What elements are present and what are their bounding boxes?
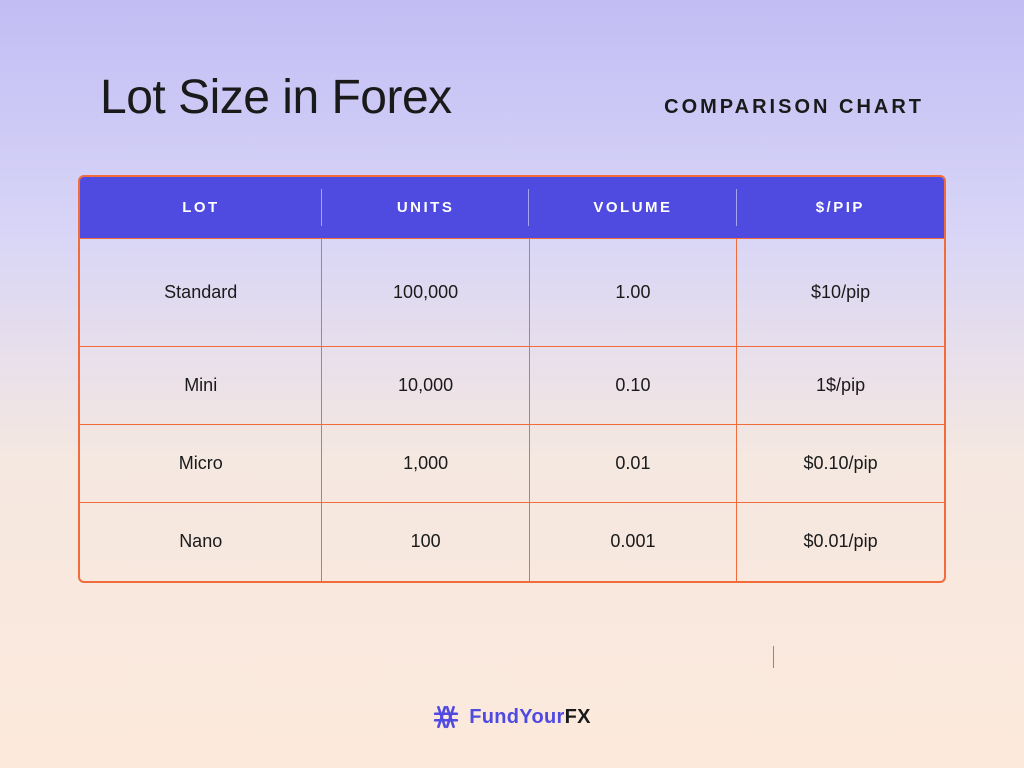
cell-lot: Micro xyxy=(80,425,322,503)
cell-pip: $0.10/pip xyxy=(737,425,944,503)
comparison-table: LOT UNITS VOLUME $/PIP Standard 100,000 … xyxy=(80,177,944,581)
page-subtitle: COMPARISON CHART xyxy=(664,96,924,119)
cell-units: 10,000 xyxy=(322,347,529,425)
cell-pip: 1$/pip xyxy=(737,347,944,425)
page-title: Lot Size in Forex xyxy=(100,70,452,125)
cell-units: 1,000 xyxy=(322,425,529,503)
col-header-units: UNITS xyxy=(322,177,529,239)
table-row: Micro 1,000 0.01 $0.10/pip xyxy=(80,425,944,503)
table-header-row: LOT UNITS VOLUME $/PIP xyxy=(80,177,944,239)
brand-word-primary: FundYour xyxy=(469,706,564,728)
comparison-table-container: LOT UNITS VOLUME $/PIP Standard 100,000 … xyxy=(78,175,946,583)
cell-lot: Standard xyxy=(80,239,322,347)
cell-pip: $10/pip xyxy=(737,239,944,347)
cell-volume: 0.10 xyxy=(529,347,736,425)
table-row: Standard 100,000 1.00 $10/pip xyxy=(80,239,944,347)
table-row: Mini 10,000 0.10 1$/pip xyxy=(80,347,944,425)
brand-logo: FundYourFX xyxy=(0,704,1024,730)
cell-lot: Nano xyxy=(80,503,322,581)
header-row: Lot Size in Forex COMPARISON CHART xyxy=(0,0,1024,125)
cell-units: 100 xyxy=(322,503,529,581)
col-header-volume: VOLUME xyxy=(529,177,736,239)
brand-wordmark: FundYourFX xyxy=(469,706,591,729)
hash-mark-icon xyxy=(433,704,459,730)
cell-pip: $0.01/pip xyxy=(737,503,944,581)
col-header-lot: LOT xyxy=(80,177,322,239)
table-row: Nano 100 0.001 $0.01/pip xyxy=(80,503,944,581)
cell-volume: 1.00 xyxy=(529,239,736,347)
col-header-pip: $/PIP xyxy=(737,177,944,239)
cell-volume: 0.001 xyxy=(529,503,736,581)
stray-tick-mark xyxy=(773,646,774,668)
brand-word-secondary: FX xyxy=(565,706,591,728)
cell-lot: Mini xyxy=(80,347,322,425)
cell-volume: 0.01 xyxy=(529,425,736,503)
cell-units: 100,000 xyxy=(322,239,529,347)
